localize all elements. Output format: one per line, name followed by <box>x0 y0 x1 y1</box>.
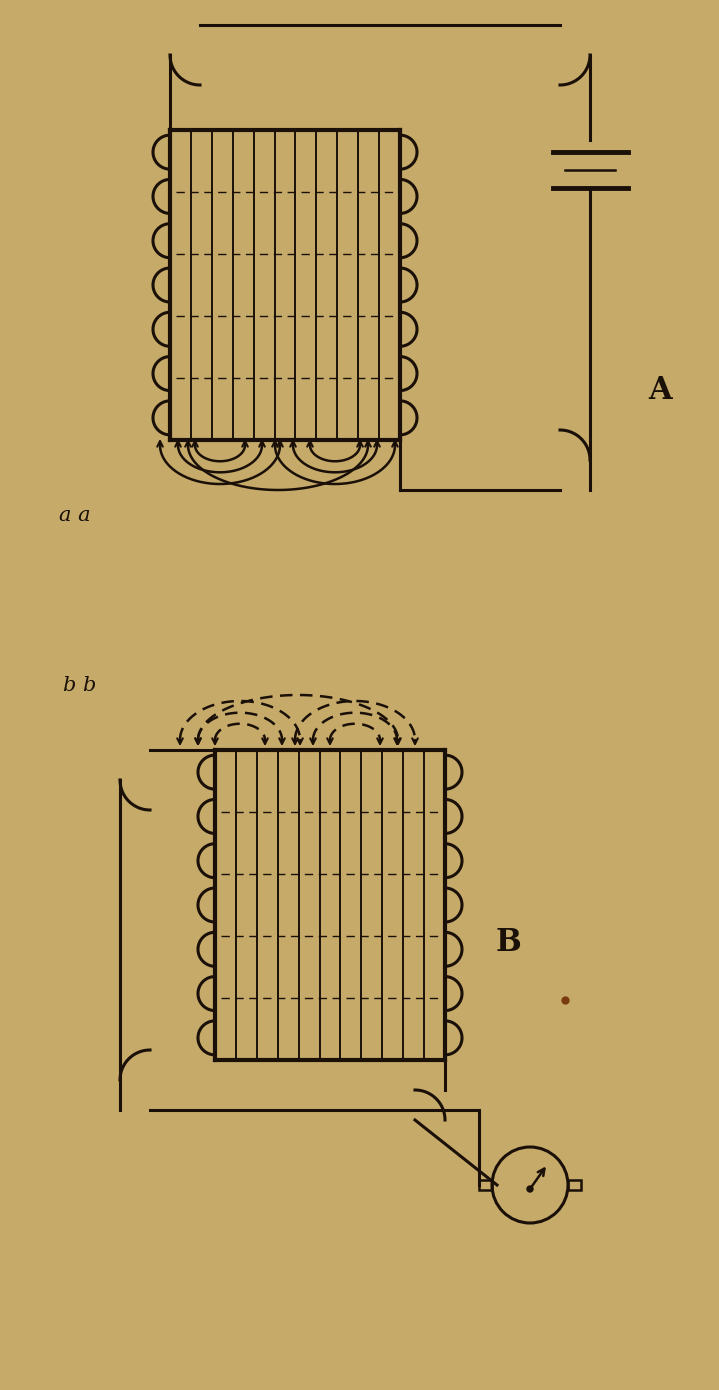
Circle shape <box>527 1186 533 1193</box>
Text: A: A <box>649 374 672 406</box>
Text: a a: a a <box>59 506 91 524</box>
Text: B: B <box>495 927 521 958</box>
Bar <box>479 1180 492 1190</box>
Bar <box>568 1180 581 1190</box>
Text: b b: b b <box>63 676 96 695</box>
